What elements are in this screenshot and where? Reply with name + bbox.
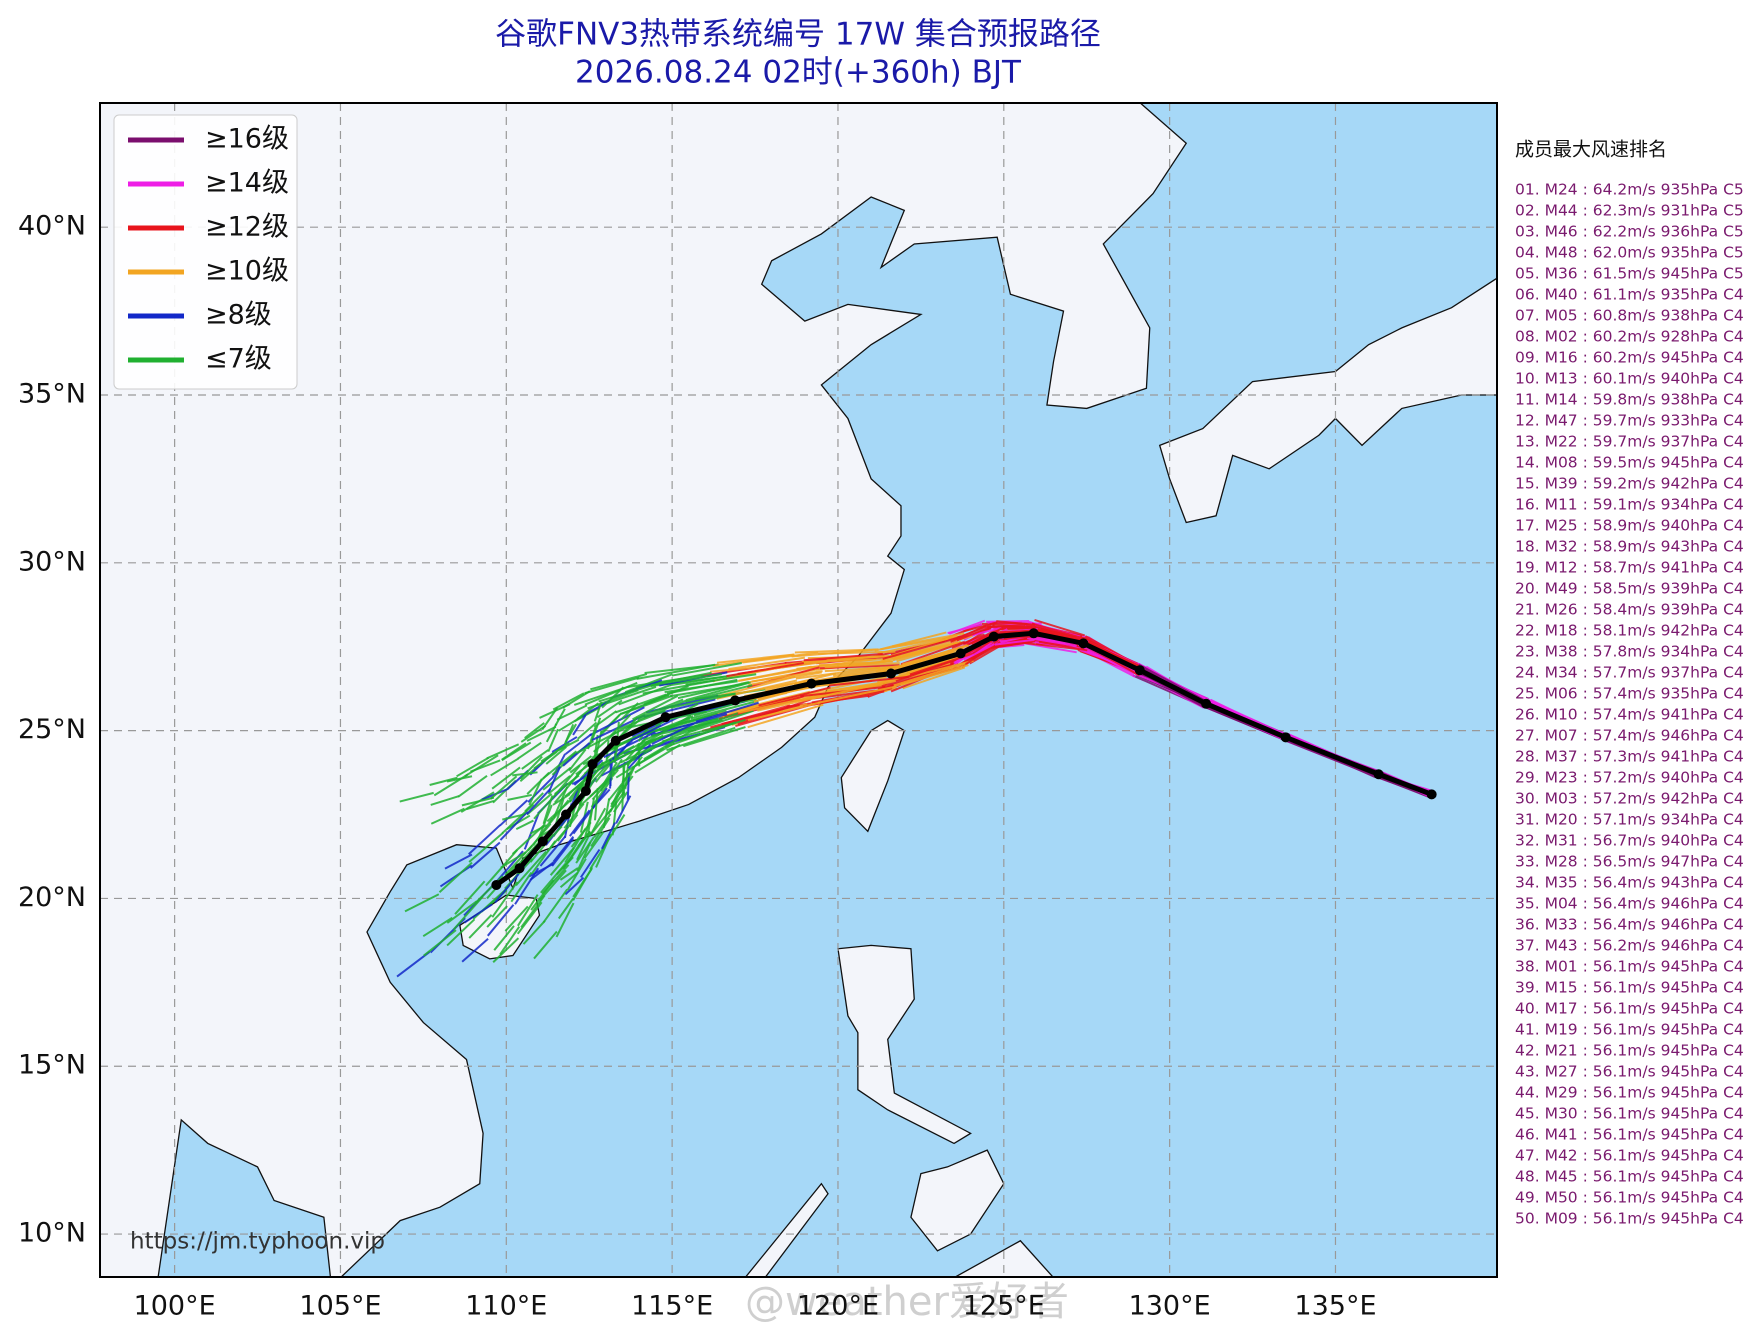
ranking-item: 34. M35 : 56.4m/s 943hPa C4 bbox=[1515, 874, 1744, 892]
ranking-item: 13. M22 : 59.7m/s 937hPa C4 bbox=[1515, 433, 1744, 451]
ranking-item: 40. M17 : 56.1m/s 945hPa C4 bbox=[1515, 1000, 1744, 1018]
x-tick-label: 130°E bbox=[1129, 1291, 1211, 1322]
mean-track-point bbox=[1427, 789, 1437, 799]
ranking-item: 18. M32 : 58.9m/s 943hPa C4 bbox=[1515, 538, 1744, 556]
ranking-item: 39. M15 : 56.1m/s 945hPa C4 bbox=[1515, 979, 1744, 997]
ranking-item: 05. M36 : 61.5m/s 945hPa C5 bbox=[1515, 265, 1744, 283]
ranking-item: 35. M04 : 56.4m/s 946hPa C4 bbox=[1515, 895, 1744, 913]
x-tick-label: 135°E bbox=[1294, 1291, 1376, 1322]
x-tick-label: 110°E bbox=[465, 1291, 547, 1322]
ranking-item: 46. M41 : 56.1m/s 945hPa C4 bbox=[1515, 1126, 1744, 1144]
ranking-item: 23. M38 : 57.8m/s 934hPa C4 bbox=[1515, 643, 1744, 661]
mean-track-point bbox=[588, 759, 598, 769]
ranking-item: 50. M09 : 56.1m/s 945hPa C4 bbox=[1515, 1210, 1744, 1228]
mean-track-point bbox=[1281, 732, 1291, 742]
ranking-item: 04. M48 : 62.0m/s 935hPa C5 bbox=[1515, 244, 1744, 262]
mean-track-point bbox=[1374, 769, 1384, 779]
x-tick-label: 120°E bbox=[797, 1291, 879, 1322]
ranking-item: 09. M16 : 60.2m/s 945hPa C4 bbox=[1515, 349, 1744, 367]
mean-track-point bbox=[611, 736, 621, 746]
ranking-item: 28. M37 : 57.3m/s 941hPa C4 bbox=[1515, 748, 1744, 766]
x-tick-label: 115°E bbox=[631, 1291, 713, 1322]
ranking-item: 08. M02 : 60.2m/s 928hPa C4 bbox=[1515, 328, 1744, 346]
y-tick-label: 30°N bbox=[18, 546, 86, 577]
mean-track-point bbox=[1135, 665, 1145, 675]
ranking-item: 03. M46 : 62.2m/s 936hPa C5 bbox=[1515, 223, 1744, 241]
ranking-item: 31. M20 : 57.1m/s 934hPa C4 bbox=[1515, 811, 1744, 829]
ranking-item: 29. M23 : 57.2m/s 940hPa C4 bbox=[1515, 769, 1744, 787]
ranking-item: 36. M33 : 56.4m/s 946hPa C4 bbox=[1515, 916, 1744, 934]
legend-label: ≥10级 bbox=[205, 256, 289, 287]
legend-label: ≥16级 bbox=[205, 124, 289, 155]
ranking-item: 17. M25 : 58.9m/s 940hPa C4 bbox=[1515, 517, 1744, 535]
ranking-item: 45. M30 : 56.1m/s 945hPa C4 bbox=[1515, 1105, 1744, 1123]
mean-track-point bbox=[491, 880, 501, 890]
mean-track-point bbox=[515, 863, 525, 873]
ranking-item: 48. M45 : 56.1m/s 945hPa C4 bbox=[1515, 1168, 1744, 1186]
mean-track-point bbox=[730, 695, 740, 705]
y-tick-label: 10°N bbox=[18, 1218, 86, 1249]
legend-label: ≥14级 bbox=[205, 168, 289, 199]
subtitle: 2026.08.24 02时(+360h) BJT bbox=[575, 55, 1022, 91]
ranking-item: 24. M34 : 57.7m/s 937hPa C4 bbox=[1515, 664, 1744, 682]
ranking-item: 41. M19 : 56.1m/s 945hPa C4 bbox=[1515, 1021, 1744, 1039]
ranking-title: 成员最大风速排名 bbox=[1515, 139, 1667, 161]
ranking-item: 20. M49 : 58.5m/s 939hPa C4 bbox=[1515, 580, 1744, 598]
ranking-item: 32. M31 : 56.7m/s 940hPa C4 bbox=[1515, 832, 1744, 850]
ranking-item: 22. M18 : 58.1m/s 942hPa C4 bbox=[1515, 622, 1744, 640]
x-tick-label: 125°E bbox=[963, 1291, 1045, 1322]
ranking-item: 43. M27 : 56.1m/s 945hPa C4 bbox=[1515, 1063, 1744, 1081]
ranking-item: 30. M03 : 57.2m/s 942hPa C4 bbox=[1515, 790, 1744, 808]
mean-track-point bbox=[886, 669, 896, 679]
mean-track-point bbox=[956, 648, 966, 658]
watermark: https://jm.typhoon.vip bbox=[130, 1229, 385, 1255]
ranking-item: 11. M14 : 59.8m/s 938hPa C4 bbox=[1515, 391, 1744, 409]
mean-track-point bbox=[1078, 638, 1088, 648]
ranking-item: 42. M21 : 56.1m/s 945hPa C4 bbox=[1515, 1042, 1744, 1060]
y-tick-label: 20°N bbox=[18, 882, 86, 913]
ranking-item: 26. M10 : 57.4m/s 941hPa C4 bbox=[1515, 706, 1744, 724]
ranking-list: 01. M24 : 64.2m/s 935hPa C5 02. M44 : 62.… bbox=[1515, 181, 1744, 1228]
ranking-item: 02. M44 : 62.3m/s 931hPa C5 bbox=[1515, 202, 1744, 220]
legend-label: ≥12级 bbox=[205, 212, 289, 243]
ranking-item: 37. M43 : 56.2m/s 946hPa C4 bbox=[1515, 937, 1744, 955]
ranking-item: 21. M26 : 58.4m/s 939hPa C4 bbox=[1515, 601, 1744, 619]
ranking-item: 19. M12 : 58.7m/s 941hPa C4 bbox=[1515, 559, 1744, 577]
mean-track-point bbox=[561, 810, 571, 820]
mean-track-point bbox=[581, 786, 591, 796]
ranking-item: 01. M24 : 64.2m/s 935hPa C5 bbox=[1515, 181, 1744, 199]
mean-track-point bbox=[1029, 628, 1039, 638]
legend-label: ≥8级 bbox=[205, 300, 272, 331]
ranking-item: 10. M13 : 60.1m/s 940hPa C4 bbox=[1515, 370, 1744, 388]
y-tick-label: 15°N bbox=[18, 1050, 86, 1081]
legend-label: ≤7级 bbox=[205, 344, 272, 375]
y-tick-label: 40°N bbox=[18, 211, 86, 242]
mean-track-point bbox=[660, 712, 670, 722]
x-tick-label: 105°E bbox=[299, 1291, 381, 1322]
ranking-item: 12. M47 : 59.7m/s 933hPa C4 bbox=[1515, 412, 1744, 430]
ranking-item: 15. M39 : 59.2m/s 942hPa C4 bbox=[1515, 475, 1744, 493]
ranking-item: 44. M29 : 56.1m/s 945hPa C4 bbox=[1515, 1084, 1744, 1102]
mean-track-point bbox=[1201, 699, 1211, 709]
ranking-item: 06. M40 : 61.1m/s 935hPa C4 bbox=[1515, 286, 1744, 304]
ranking-item: 33. M28 : 56.5m/s 947hPa C4 bbox=[1515, 853, 1744, 871]
ranking-item: 27. M07 : 57.4m/s 946hPa C4 bbox=[1515, 727, 1744, 745]
ranking-item: 25. M06 : 57.4m/s 935hPa C4 bbox=[1515, 685, 1744, 703]
mean-track-point bbox=[989, 632, 999, 642]
ranking-item: 47. M42 : 56.1m/s 945hPa C4 bbox=[1515, 1147, 1744, 1165]
title: 谷歌FNV3热带系统编号 17W 集合预报路径 bbox=[495, 17, 1101, 53]
legend: ≥16级 ≥14级 ≥12级 ≥10级 ≥8级 ≤7级 bbox=[114, 115, 297, 389]
ranking-item: 38. M01 : 56.1m/s 945hPa C4 bbox=[1515, 958, 1744, 976]
ranking-item: 49. M50 : 56.1m/s 945hPa C4 bbox=[1515, 1189, 1744, 1207]
x-tick-label: 100°E bbox=[134, 1291, 216, 1322]
y-tick-label: 35°N bbox=[18, 378, 86, 409]
mean-track-point bbox=[538, 836, 548, 846]
ranking-item: 14. M08 : 59.5m/s 945hPa C4 bbox=[1515, 454, 1744, 472]
y-tick-label: 25°N bbox=[18, 714, 86, 745]
ranking-item: 16. M11 : 59.1m/s 934hPa C4 bbox=[1515, 496, 1744, 514]
mean-track-point bbox=[806, 679, 816, 689]
ranking-item: 07. M05 : 60.8m/s 938hPa C4 bbox=[1515, 307, 1744, 325]
